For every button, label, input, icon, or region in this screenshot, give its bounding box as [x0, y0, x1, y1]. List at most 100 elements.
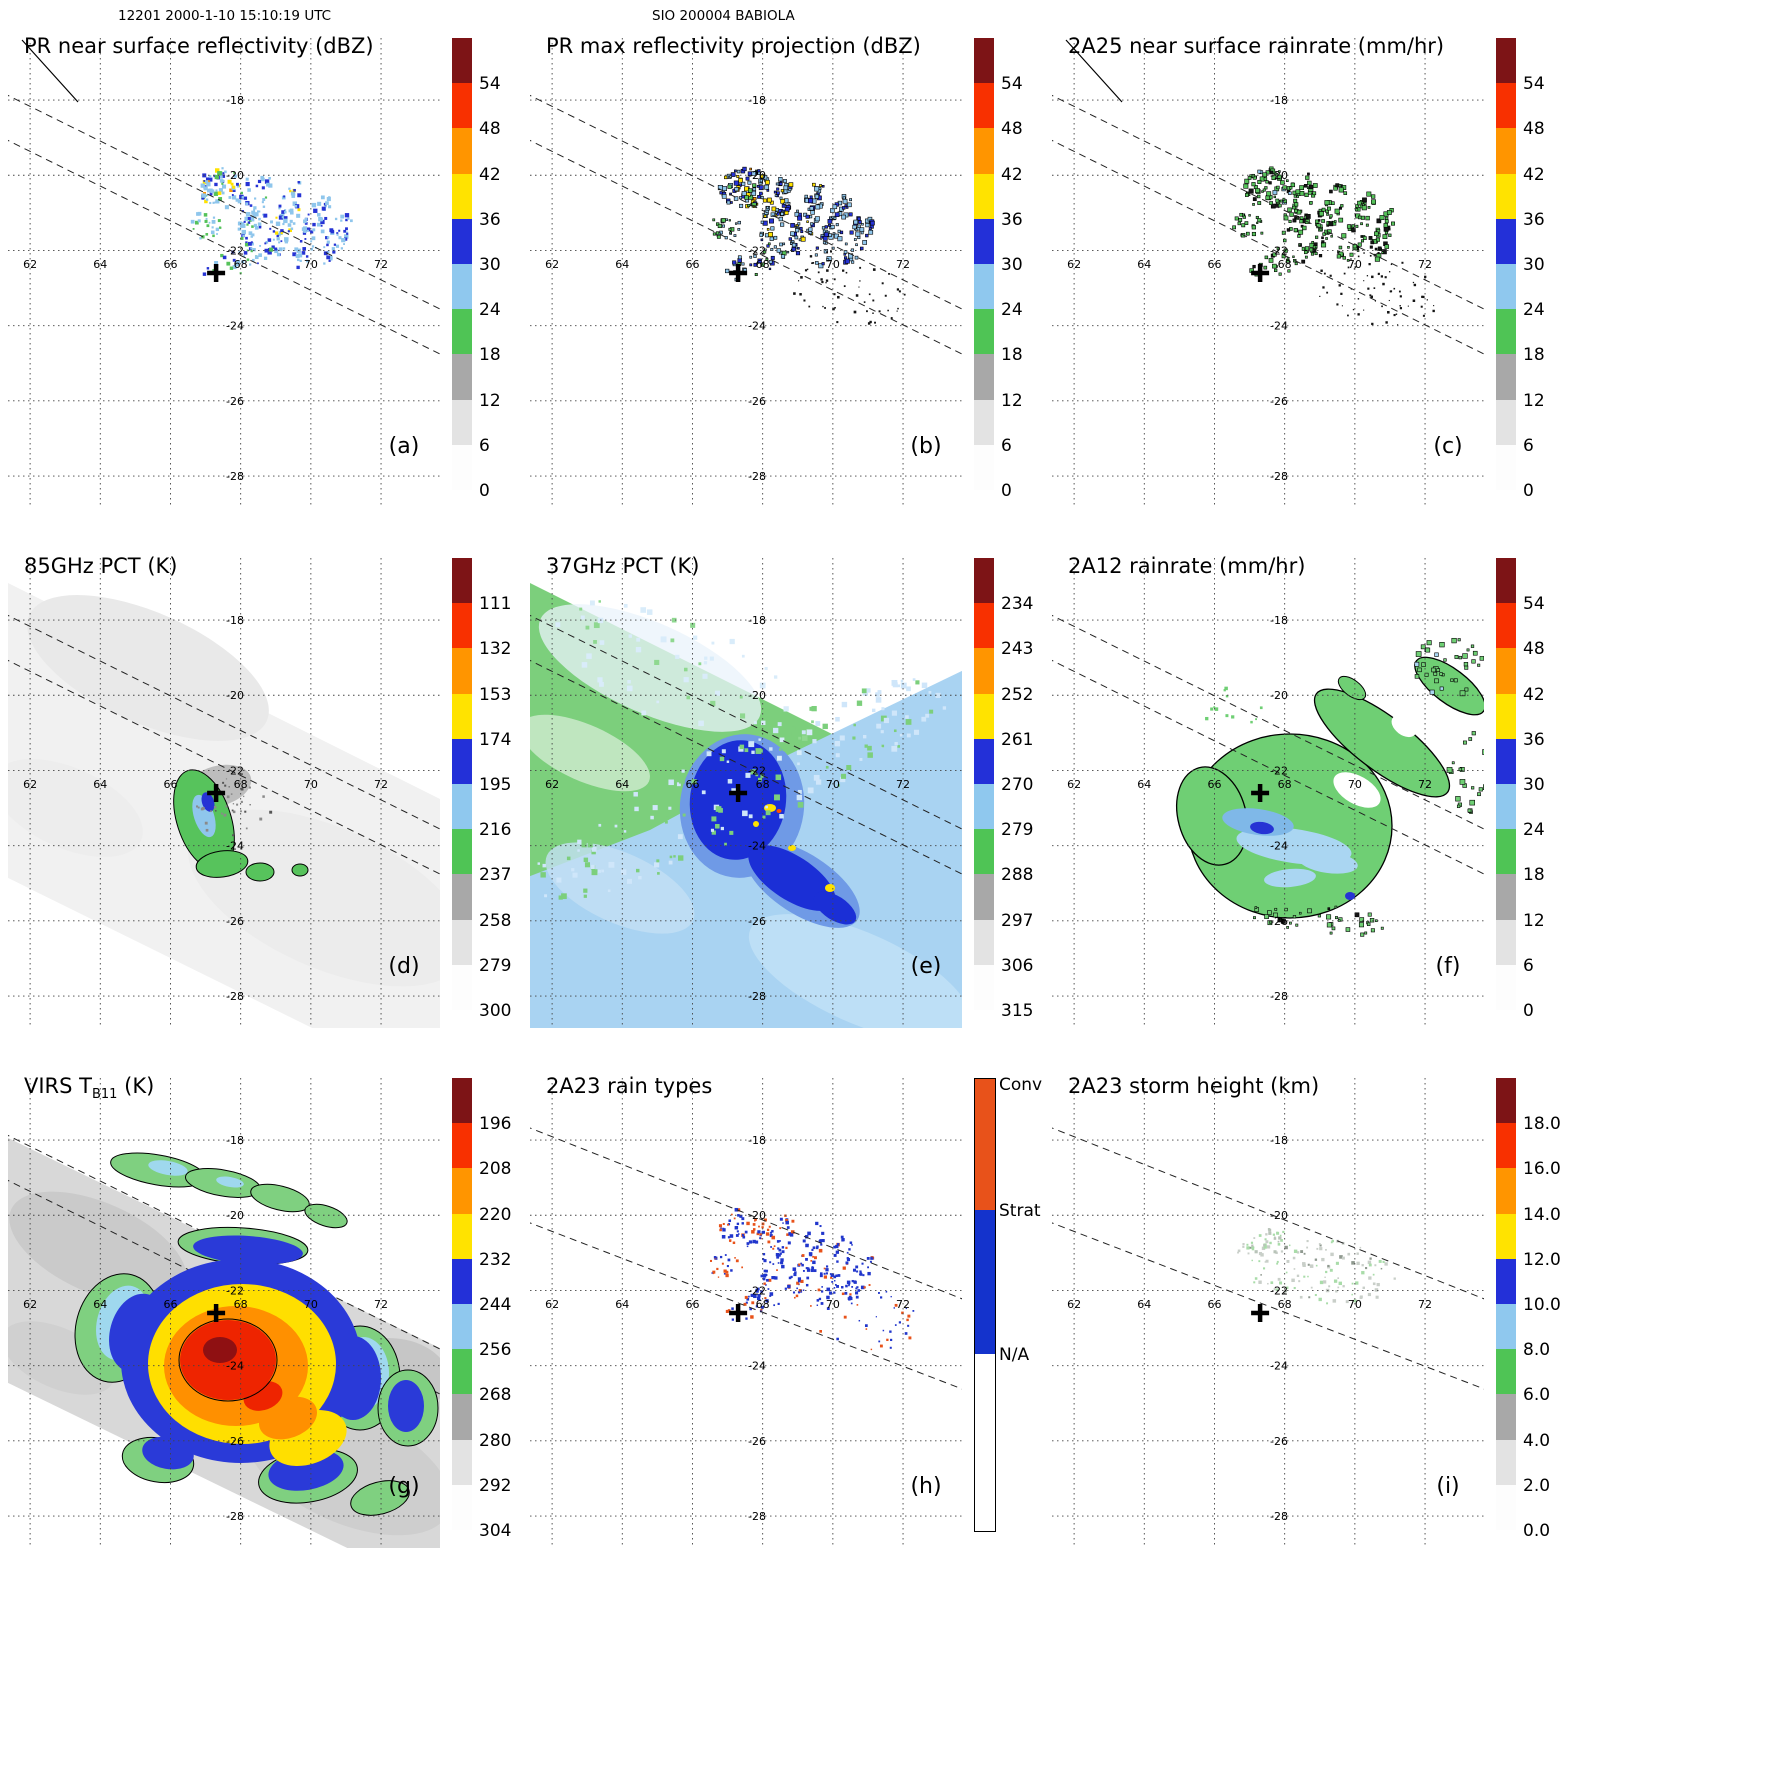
colorbar-segment	[1496, 38, 1516, 84]
colorbar-label: 280	[479, 1430, 512, 1451]
header-timestamp: 12201 2000-1-10 15:10:19 UTC	[118, 8, 332, 24]
speckle-layer	[1205, 686, 1263, 724]
lat-tick-label: -24	[1270, 840, 1288, 853]
lat-tick-label: -22	[226, 764, 244, 777]
lat-tick-label: -28	[1270, 1510, 1288, 1523]
lon-tick-label: 64	[615, 1298, 629, 1311]
swath-edge-dashed-line	[530, 94, 962, 310]
lat-tick-label: -18	[748, 1134, 766, 1147]
lon-tick-label: 64	[1137, 778, 1151, 791]
colorbar-label: 36	[1523, 729, 1545, 750]
panel-i: 62 64 66 68 70 72 -18 -20 -22 -24 -26 -28 2A23 stor…	[1052, 1070, 1574, 1590]
colorbar-label: 304	[479, 1521, 512, 1541]
swath-edge-dashed-line	[8, 614, 440, 830]
lon-tick-label: 68	[1278, 778, 1292, 791]
speckle-layer	[537, 678, 947, 900]
colorbar-segment	[974, 648, 994, 694]
graticule	[8, 38, 440, 508]
lat-tick-label: -20	[226, 169, 244, 182]
lon-tick-label: 72	[896, 258, 910, 271]
raintype-segment	[975, 1079, 995, 1210]
colorbar-segment	[452, 558, 472, 604]
colorbar-segment	[1496, 1213, 1516, 1259]
colorbar-label: 6	[479, 435, 490, 456]
swath-edge-dashed-line	[1052, 659, 1484, 875]
colorbar-segment	[452, 354, 472, 400]
lon-tick-label: 62	[23, 258, 37, 271]
colorbar-label: 252	[1001, 684, 1034, 705]
swath-edge-dashed-line	[530, 659, 962, 875]
colorbar-label: 0	[1523, 481, 1534, 501]
lat-tick-label: -24	[1270, 1360, 1288, 1373]
speckle-layer	[1446, 731, 1484, 814]
lat-tick-label: -26	[1270, 915, 1288, 928]
colorbar-label: 261	[1001, 729, 1034, 750]
panel-title: 2A12 rainrate (mm/hr)	[1068, 554, 1306, 578]
lon-tick-label: 66	[163, 1298, 177, 1311]
lat-tick-label: -20	[1270, 689, 1288, 702]
speckle-layer	[814, 194, 853, 269]
lat-tick-label: -18	[226, 614, 244, 627]
panel-letter: (d)	[388, 954, 420, 979]
speckle-layer	[264, 181, 302, 257]
colorbar-segment	[452, 1213, 472, 1259]
lon-tick-label: 64	[93, 1298, 107, 1311]
panel-letter: (f)	[1435, 954, 1461, 979]
colorbar-segment	[1496, 558, 1516, 604]
map-plot-i: 62 64 66 68 70 72 -18 -20 -22 -24 -26 -28	[1052, 1078, 1484, 1548]
storm-center-marker	[207, 1304, 226, 1322]
colorbar-label: 18	[1523, 865, 1545, 886]
lat-tick-label: -18	[1270, 1134, 1288, 1147]
lon-tick-label: 62	[1067, 778, 1081, 791]
colorbar-label: 256	[479, 1340, 512, 1361]
lon-tick-label: 66	[163, 258, 177, 271]
colorbar-segment	[1496, 648, 1516, 694]
lat-tick-label: -22	[1270, 244, 1288, 257]
colorbar-label: 174	[479, 729, 512, 750]
storm-center-marker	[729, 264, 748, 282]
colorbar-label: 6	[1523, 955, 1534, 976]
colorbar-label: 292	[479, 1475, 512, 1496]
colorbar-label: 234	[1001, 594, 1034, 615]
colorbar: 54 48 42 36 30 24 18 12 6 0	[452, 38, 501, 501]
colorbar-label: 288	[1001, 865, 1034, 886]
colorbar: 234 243 252 261 270 279 288 297 306 315	[974, 558, 1033, 1021]
speckle-layer	[1253, 905, 1384, 937]
lon-tick-label: 64	[93, 778, 107, 791]
colorbar-label: 216	[479, 820, 512, 841]
raintype-label: N/A	[999, 1344, 1030, 1365]
colorbar-segment	[1496, 829, 1516, 875]
lat-tick-label: -26	[748, 1435, 766, 1448]
colorbar-segment	[1496, 263, 1516, 310]
lon-tick-label: 64	[615, 778, 629, 791]
colorbar: 54 48 42 36 30 24 18 12 6 0	[1496, 38, 1545, 501]
panel-letter: (a)	[388, 434, 420, 459]
colorbar-segment	[452, 648, 472, 694]
colorbar-label: 300	[479, 1001, 512, 1021]
panel-d: 62 64 66 68 70 72 -18 -20 -22 -24 -26 -28 85GHz PCT…	[8, 550, 530, 1070]
lat-tick-label: -26	[748, 395, 766, 408]
colorbar-segment	[1496, 1168, 1516, 1214]
lon-tick-label: 62	[545, 258, 559, 271]
colorbar-label: 18.0	[1523, 1114, 1561, 1135]
colorbar-segment	[974, 128, 994, 174]
panel-letter: (g)	[388, 1474, 420, 1499]
colorbar-segment	[452, 964, 472, 1010]
lon-tick-label: 72	[1418, 778, 1432, 791]
raintype-label: Conv	[999, 1075, 1043, 1095]
colorbar-segment	[452, 218, 472, 264]
lon-tick-label: 66	[1207, 778, 1221, 791]
colorbar-label: 8.0	[1523, 1340, 1551, 1361]
colorbar-label: 42	[479, 164, 501, 185]
panel-c: 62 64 66 68 70 72 -18 -20 -22 -24 -26 -28 2A25 near…	[1052, 30, 1574, 550]
colorbar-label: 24	[1523, 820, 1545, 841]
colorbar-label: 6	[1523, 435, 1534, 456]
colorbar-label: 306	[1001, 955, 1034, 976]
colorbar-segment	[1496, 1123, 1516, 1169]
lat-tick-label: -20	[1270, 169, 1288, 182]
lat-tick-label: -22	[748, 764, 766, 777]
lon-tick-label: 72	[1418, 258, 1432, 271]
speckle-layer	[718, 1207, 771, 1248]
colorbar-label: 30	[1523, 255, 1545, 275]
lat-tick-label: -18	[748, 94, 766, 107]
